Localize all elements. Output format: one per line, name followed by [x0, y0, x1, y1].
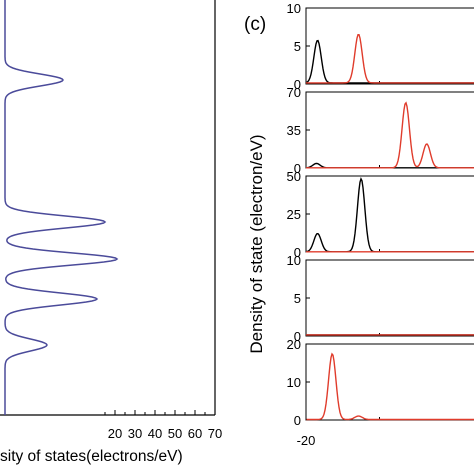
- panel-y-tick-label: 25: [287, 207, 301, 222]
- dos-series-line: [305, 39, 474, 84]
- panel-y-tick-label: 10: [287, 1, 301, 16]
- left-dos-chart: 20 30 40 50 60 70 sity of states(electrons/eV…: [0, 0, 222, 465]
- panel-frame: [305, 175, 474, 253]
- dos-series-line: [306, 101, 474, 169]
- left-dos-curve: [4, 0, 119, 415]
- panel-y-tick-label: 0: [294, 245, 301, 260]
- right-dos-chart: (c) Density of state (electron/eV) 10507…: [244, 1, 474, 448]
- panel-frame: [305, 259, 474, 337]
- right-y-axis-title: Density of state (electron/eV): [247, 134, 266, 353]
- dos-series-line: [306, 352, 474, 421]
- panel-frame: [305, 91, 474, 169]
- panel-y-tick-label: 0: [294, 77, 301, 92]
- panel-y-tick-label: 50: [287, 169, 301, 184]
- dos-series-line: [305, 177, 474, 253]
- left-x-tick-label: 40: [148, 426, 162, 441]
- panel-y-tick-label: 10: [287, 253, 301, 268]
- left-x-tick-label: 60: [188, 426, 202, 441]
- left-x-tick-label: 50: [168, 426, 182, 441]
- right-x-tick-label: -20: [297, 433, 316, 448]
- left-x-axis-title: sity of states(electrons/eV): [0, 448, 183, 465]
- panel-y-tick-label: 10: [287, 375, 301, 390]
- left-x-tick-label: 20: [108, 426, 122, 441]
- panel-label-c: (c): [244, 14, 266, 35]
- panel-y-tick-label: 0: [294, 329, 301, 344]
- panel-y-tick-label: 0: [294, 413, 301, 428]
- panel-y-tick-label: 20: [287, 337, 301, 352]
- left-x-tick-label: 30: [128, 426, 142, 441]
- dos-series-line: [306, 34, 474, 84]
- panel-frame: [305, 7, 474, 85]
- panel-y-tick-label: 5: [294, 39, 301, 54]
- panel-y-tick-label: 0: [294, 161, 301, 176]
- panel-y-tick-label: 70: [287, 85, 301, 100]
- panel-y-tick-label: 5: [294, 291, 301, 306]
- panel-y-tick-label: 35: [287, 123, 301, 138]
- left-x-tick-label: 70: [208, 426, 222, 441]
